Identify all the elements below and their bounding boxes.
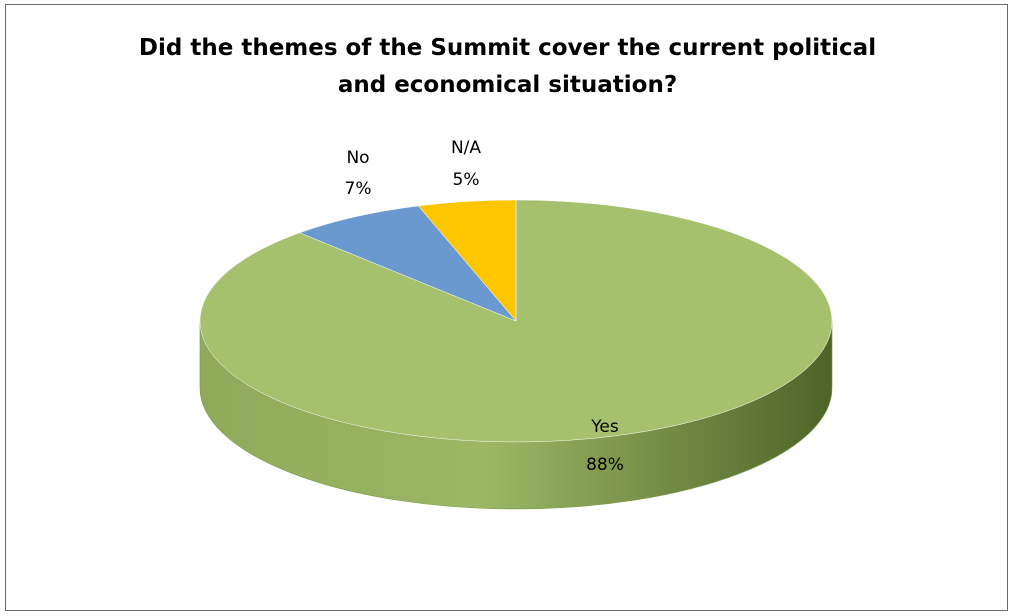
chart-title: Did the themes of the Summit cover the c… xyxy=(0,30,1015,104)
data-label-no-name: No xyxy=(346,148,369,168)
data-label-na-name: N/A xyxy=(451,138,481,158)
data-label-yes-value: 88% xyxy=(586,455,624,475)
pie-slice-na xyxy=(417,199,517,322)
pie-slice-no xyxy=(298,205,517,322)
chart-title-line-1: Did the themes of the Summit cover the c… xyxy=(138,35,877,61)
data-label-yes-name: Yes xyxy=(590,417,619,437)
chart-title-line-2: and economical situation? xyxy=(337,72,678,98)
data-label-na-value: 5% xyxy=(453,170,480,190)
data-label-no-value: 7% xyxy=(345,179,372,199)
